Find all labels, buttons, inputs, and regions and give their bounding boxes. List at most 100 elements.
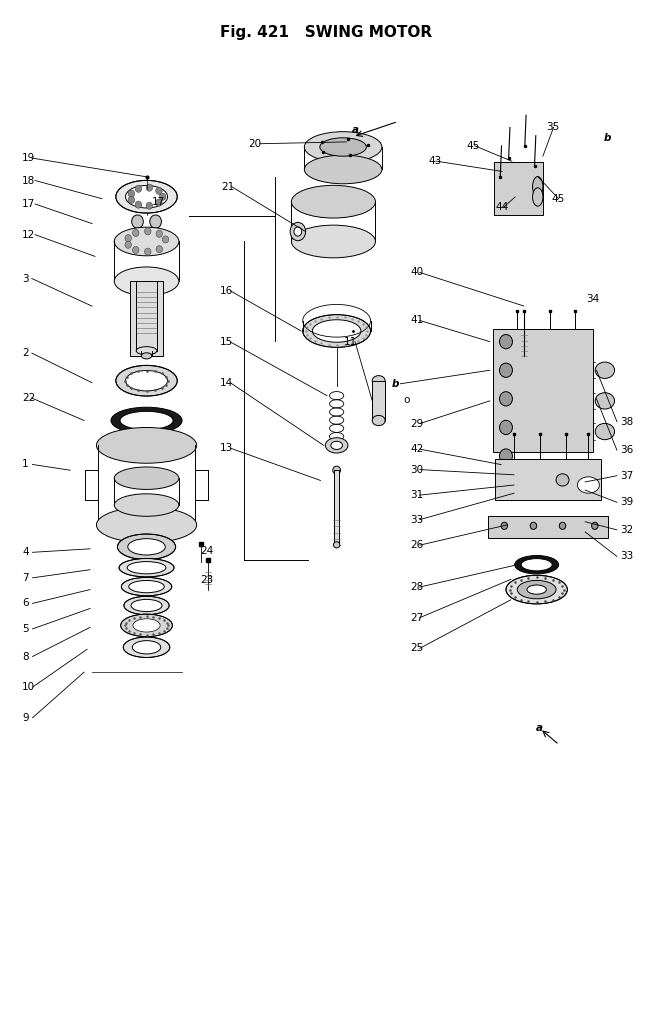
Ellipse shape (372, 376, 385, 386)
Ellipse shape (533, 177, 543, 197)
Ellipse shape (141, 353, 152, 358)
Text: 26: 26 (410, 540, 423, 550)
Ellipse shape (499, 420, 512, 434)
Text: 37: 37 (620, 470, 633, 481)
Ellipse shape (116, 366, 177, 396)
Text: b: b (604, 132, 612, 143)
Text: 24: 24 (200, 546, 213, 557)
Ellipse shape (120, 411, 173, 429)
Ellipse shape (501, 523, 507, 529)
Ellipse shape (119, 559, 174, 577)
Text: 23: 23 (200, 575, 213, 585)
Text: 42: 42 (410, 444, 423, 454)
Text: Fig. 421   SWING MOTOR: Fig. 421 SWING MOTOR (220, 26, 432, 40)
Text: 32: 32 (620, 525, 633, 535)
Ellipse shape (114, 267, 179, 296)
Ellipse shape (125, 241, 132, 249)
Ellipse shape (156, 187, 162, 194)
Ellipse shape (312, 319, 361, 342)
Ellipse shape (333, 542, 340, 547)
Ellipse shape (499, 391, 512, 406)
Ellipse shape (591, 523, 598, 529)
Ellipse shape (121, 577, 171, 596)
Text: 34: 34 (587, 294, 600, 304)
Text: 30: 30 (410, 464, 423, 474)
Text: 20: 20 (248, 139, 261, 149)
Bar (488, 516, 608, 538)
Ellipse shape (116, 181, 177, 213)
Text: a: a (536, 723, 543, 733)
Text: 38: 38 (620, 417, 633, 426)
Ellipse shape (533, 188, 543, 206)
Text: o: o (404, 395, 410, 405)
Text: 44: 44 (496, 202, 509, 212)
Ellipse shape (499, 449, 512, 463)
Ellipse shape (145, 249, 151, 256)
Bar (495, 459, 601, 500)
Text: 7: 7 (22, 573, 29, 583)
Text: 17: 17 (22, 199, 35, 210)
Ellipse shape (331, 442, 342, 450)
Text: 25: 25 (410, 643, 423, 653)
Ellipse shape (499, 335, 512, 349)
Text: 33: 33 (410, 515, 423, 525)
Text: 11: 11 (344, 337, 357, 347)
Ellipse shape (320, 138, 366, 156)
Ellipse shape (146, 184, 153, 191)
Ellipse shape (114, 494, 179, 517)
Text: 43: 43 (428, 156, 441, 166)
Text: a: a (352, 125, 359, 136)
Text: 17: 17 (151, 197, 165, 207)
Ellipse shape (128, 538, 166, 555)
Ellipse shape (156, 230, 162, 237)
Text: b: b (392, 379, 399, 389)
Text: 22: 22 (22, 393, 35, 403)
Text: 4: 4 (22, 547, 29, 558)
Ellipse shape (150, 215, 162, 228)
Ellipse shape (521, 559, 552, 571)
Bar (494, 162, 543, 216)
Bar (334, 470, 339, 545)
Ellipse shape (156, 245, 162, 253)
Text: 33: 33 (620, 551, 633, 562)
Bar (130, 281, 163, 356)
Text: 29: 29 (410, 419, 423, 428)
Text: 21: 21 (221, 182, 235, 192)
Text: 12: 12 (22, 230, 35, 239)
Text: 36: 36 (620, 445, 633, 455)
Ellipse shape (527, 585, 546, 595)
Ellipse shape (595, 392, 615, 409)
Text: 5: 5 (22, 624, 29, 634)
Text: 16: 16 (219, 286, 233, 296)
Text: 6: 6 (22, 599, 29, 608)
Text: 14: 14 (219, 378, 233, 388)
Ellipse shape (290, 222, 306, 240)
Ellipse shape (559, 523, 566, 529)
Ellipse shape (595, 363, 615, 378)
Ellipse shape (556, 473, 569, 486)
Ellipse shape (117, 534, 175, 560)
Ellipse shape (128, 580, 164, 593)
Text: 8: 8 (22, 651, 29, 661)
Ellipse shape (156, 199, 162, 206)
Ellipse shape (125, 234, 132, 241)
Ellipse shape (132, 246, 139, 254)
Ellipse shape (578, 477, 599, 493)
Ellipse shape (160, 193, 166, 200)
Text: 18: 18 (22, 176, 35, 186)
Ellipse shape (128, 190, 134, 197)
Ellipse shape (114, 467, 179, 490)
Text: 45: 45 (551, 194, 564, 204)
Text: 28: 28 (410, 582, 423, 592)
Ellipse shape (291, 225, 376, 258)
Ellipse shape (517, 580, 556, 599)
Text: 41: 41 (410, 315, 423, 326)
Ellipse shape (294, 227, 302, 236)
Ellipse shape (135, 201, 141, 208)
Ellipse shape (121, 614, 172, 637)
Ellipse shape (506, 575, 567, 604)
Ellipse shape (303, 314, 370, 347)
Ellipse shape (162, 236, 169, 243)
Ellipse shape (135, 185, 141, 192)
Ellipse shape (595, 423, 615, 440)
